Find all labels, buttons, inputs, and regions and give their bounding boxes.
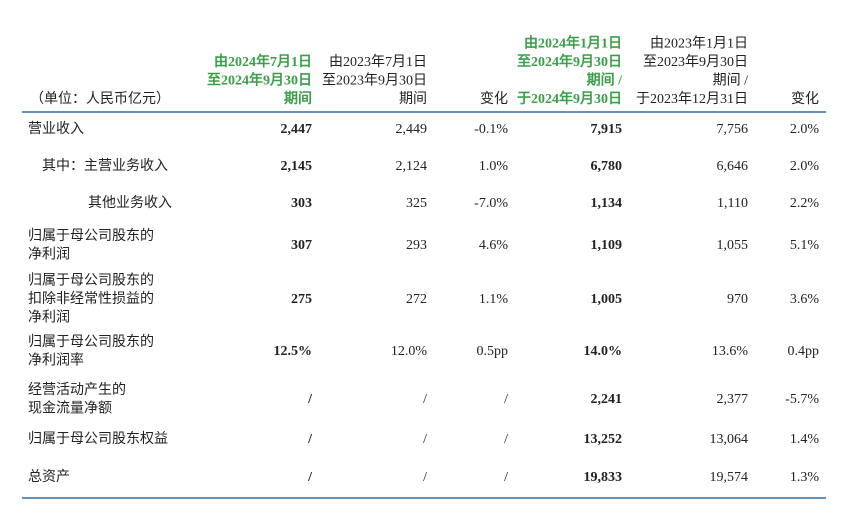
- row-label: 现金流量净额: [28, 400, 112, 416]
- cell: 6,780: [591, 159, 623, 174]
- header-cell: 至2024年9月30日: [517, 53, 622, 70]
- cell: 1.1%: [479, 292, 509, 307]
- cell: 12.0%: [391, 344, 428, 359]
- cell: 5.1%: [790, 238, 820, 253]
- cell: 293: [406, 238, 427, 253]
- row-label: 经营活动产生的: [28, 382, 126, 398]
- cell: 0.4pp: [788, 344, 820, 359]
- cell: 6,646: [717, 159, 749, 174]
- row-label: 净利润: [28, 310, 70, 326]
- cell: 1,005: [591, 292, 623, 307]
- cell: 272: [406, 292, 427, 307]
- row-label: 其他业务收入: [88, 195, 172, 211]
- cell: /: [504, 470, 508, 485]
- cell: /: [504, 432, 508, 447]
- header-cell: 至2024年9月30日: [207, 72, 312, 89]
- row-label: 归属于母公司股东的: [28, 272, 154, 289]
- cell: 13,252: [584, 432, 623, 447]
- cell: 2,447: [281, 122, 313, 137]
- header-cell: 期间 /: [587, 72, 623, 89]
- header-cell: 由2023年7月1日: [329, 54, 427, 70]
- cell: 275: [291, 292, 312, 307]
- cell: 3.6%: [790, 292, 820, 307]
- cell: 303: [291, 196, 312, 211]
- cell: 970: [727, 292, 748, 307]
- cell: 1,109: [591, 238, 623, 253]
- cell: /: [307, 392, 313, 407]
- cell: 1.4%: [790, 432, 820, 447]
- cell: /: [504, 392, 508, 407]
- cell: /: [423, 392, 427, 407]
- cell: 2.0%: [790, 159, 820, 174]
- header-cell: 变化: [480, 91, 508, 107]
- cell: 2.0%: [790, 122, 820, 137]
- cell: /: [423, 470, 427, 485]
- header-cell: 于2023年12月31日: [636, 91, 748, 107]
- header-cell: 期间 /: [713, 73, 748, 89]
- cell: 1.0%: [479, 159, 509, 174]
- row-label: 归属于母公司股东的: [28, 227, 154, 244]
- cell: -5.7%: [785, 392, 819, 407]
- cell: 2,124: [396, 159, 428, 174]
- cell: 2,241: [591, 392, 623, 407]
- header-cell: 由2024年7月1日: [214, 53, 312, 70]
- header-cell: 变化: [791, 91, 819, 107]
- cell: 14.0%: [584, 344, 623, 359]
- cell: 2,145: [281, 159, 313, 174]
- cell: 0.5pp: [477, 344, 509, 359]
- header-cell: （单位：人民币亿元）: [30, 91, 170, 107]
- cell: 7,756: [717, 122, 749, 137]
- row-label: 营业收入: [28, 121, 84, 137]
- cell: 1,134: [591, 196, 623, 211]
- header-cell: 由2023年1月1日: [650, 36, 748, 52]
- cell: 13.6%: [712, 344, 749, 359]
- cell: 19,574: [710, 470, 749, 485]
- header-cell: 于2024年9月30日: [517, 90, 622, 107]
- header-cell: 期间: [399, 91, 427, 107]
- cell: 1,110: [717, 196, 748, 211]
- cell: 1,055: [717, 238, 749, 253]
- cell: 2.2%: [790, 196, 820, 211]
- cell: -0.1%: [474, 122, 508, 137]
- row-label: 其中：主营业务收入: [42, 158, 168, 174]
- cell: /: [307, 432, 313, 447]
- cell: 325: [406, 196, 427, 211]
- header-cell: 至2023年9月30日: [322, 73, 427, 89]
- cell: -7.0%: [474, 196, 508, 211]
- row-label: 总资产: [28, 469, 70, 485]
- cell: 1.3%: [790, 470, 820, 485]
- cell: 7,915: [591, 122, 623, 137]
- cell: 13,064: [710, 432, 749, 447]
- cell: /: [307, 470, 313, 485]
- header-cell: 期间: [284, 90, 312, 107]
- header-cell: 由2024年1月1日: [524, 35, 622, 52]
- cell: 12.5%: [274, 344, 313, 359]
- row-label: 归属于母公司股东的: [28, 333, 154, 350]
- row-label: 扣除非经常性损益的: [28, 291, 154, 307]
- cell: 19,833: [584, 470, 623, 485]
- row-label: 净利润: [28, 246, 70, 262]
- cell: /: [423, 432, 427, 447]
- cell: 2,449: [396, 122, 428, 137]
- header-cell: 至2023年9月30日: [643, 54, 748, 70]
- row-label: 归属于母公司股东权益: [28, 430, 168, 447]
- cell: 2,377: [717, 392, 749, 407]
- cell: 4.6%: [479, 238, 509, 253]
- cell: 307: [291, 238, 312, 253]
- row-label: 净利润率: [28, 351, 84, 368]
